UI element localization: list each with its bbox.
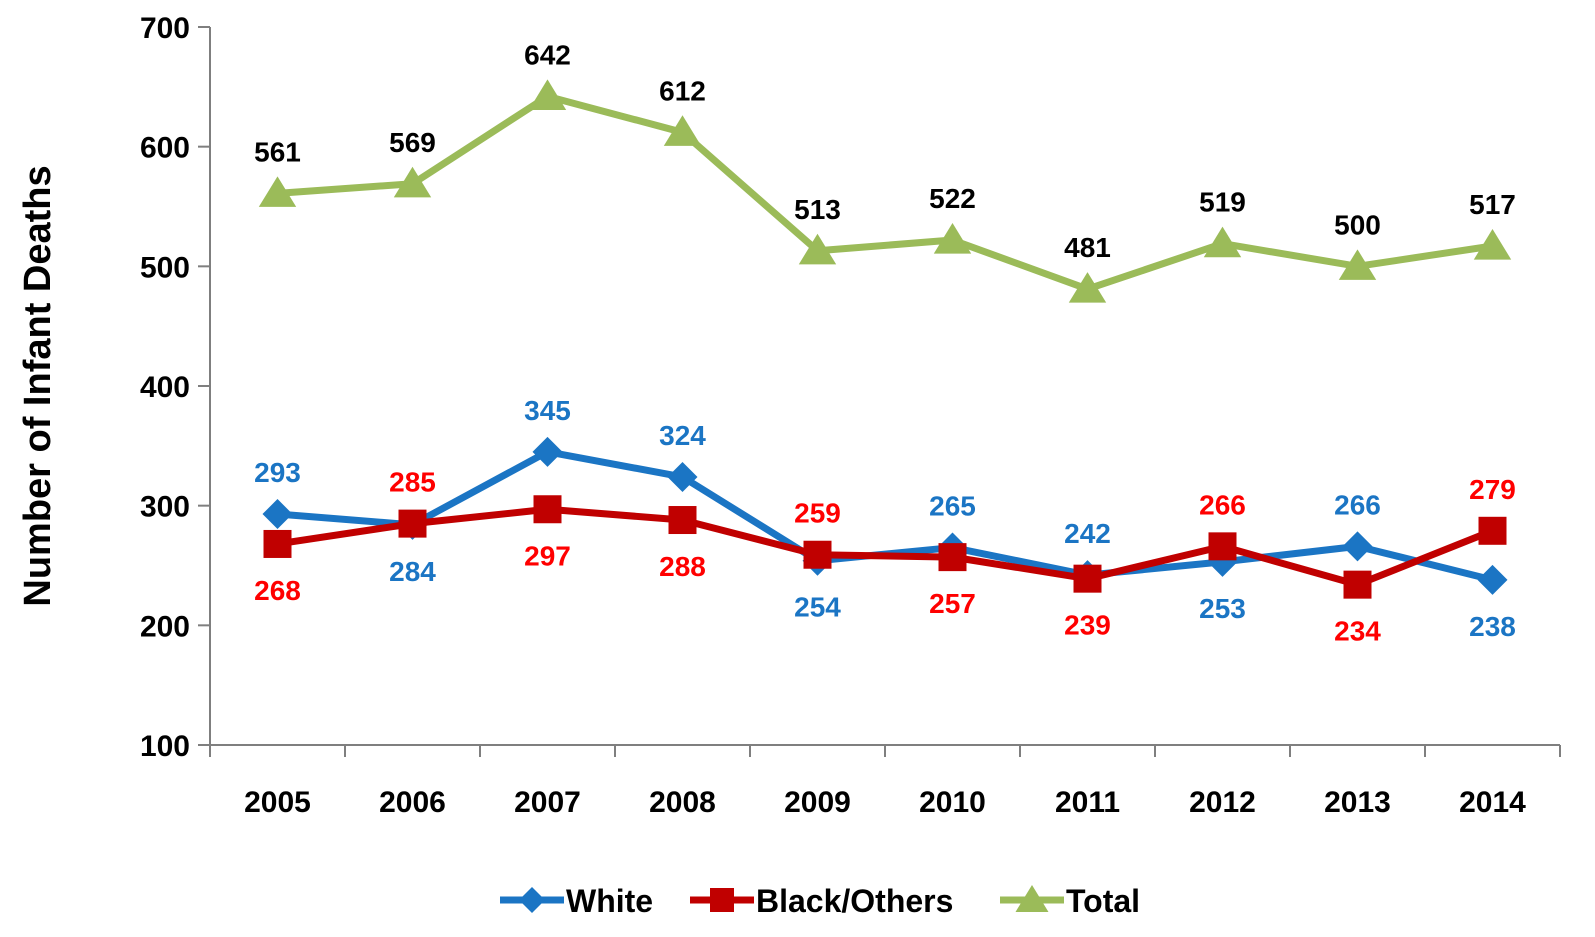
data-point-marker [1343,570,1372,599]
legend-marker [519,887,545,913]
legend-marker [1015,885,1049,912]
data-label: 279 [1469,474,1516,505]
x-tick-label: 2013 [1324,786,1391,819]
data-point-marker [398,509,427,538]
y-tick-label: 200 [140,610,190,643]
y-tick-label: 500 [140,251,190,284]
data-label: 284 [389,556,436,587]
data-point-marker [933,223,972,254]
data-point-marker [668,506,697,535]
data-point-marker [262,499,293,530]
y-tick-label: 400 [140,371,190,404]
data-label: 266 [1199,489,1246,520]
x-tick-label: 2006 [379,786,446,819]
data-label: 519 [1199,187,1246,218]
y-axis-title: Number of Infant Deaths [17,165,59,606]
data-label: 481 [1064,232,1111,263]
data-label: 612 [659,75,706,106]
x-tick-label: 2005 [244,786,311,819]
data-label: 297 [524,540,571,571]
data-point-marker [533,495,562,524]
data-label: 345 [524,395,571,426]
x-tick-label: 2010 [919,786,986,819]
data-point-marker [1478,516,1507,545]
y-tick-label: 300 [140,491,190,524]
data-label: 253 [1199,593,1246,624]
x-tick-label: 2008 [649,786,716,819]
data-point-marker [1338,249,1377,280]
data-labels-total: 561 569 642 612 513 522 481 519 500 517 [254,39,1516,263]
data-label: 285 [389,467,436,498]
data-point-marker [803,540,832,569]
data-label: 293 [254,457,301,488]
series-total [258,79,1512,303]
x-tick-label: 2007 [514,786,581,819]
legend: White Black/Others Total [500,883,1140,919]
data-point-marker [263,529,292,558]
axes: 100 200 300 400 500 600 700 2005 2006 2007 2008 200… [17,12,1561,819]
data-label: 522 [929,183,976,214]
data-label: 259 [794,498,841,529]
series-black-others [263,495,1507,599]
series-line [277,92,1494,293]
data-label: 324 [659,420,706,451]
legend-item-total: Total [1000,883,1140,919]
data-point-marker [532,436,563,467]
legend-label: Total [1066,883,1140,919]
data-point-marker [798,233,837,265]
x-tick-label: 2011 [1055,786,1120,819]
y-tick-label: 100 [140,730,190,763]
data-point-marker [393,166,432,198]
data-label: 517 [1469,189,1516,220]
data-label: 238 [1469,611,1516,642]
x-tick-label: 2012 [1189,786,1256,819]
series-line [276,505,1494,589]
y-tick-label: 600 [140,132,190,165]
data-point-marker [528,79,567,111]
legend-item-white: White [500,883,653,919]
data-point-marker [663,115,702,146]
data-label: 242 [1064,518,1111,549]
data-point-marker [938,543,967,572]
data-labels-white: 293 284 345 324 254 265 242 253 266 238 [254,395,1516,642]
y-tick-label: 700 [140,12,190,45]
data-label: 234 [1334,616,1381,647]
legend-item-black-others: Black/Others [690,883,953,919]
data-label: 257 [929,588,976,619]
data-point-marker [258,176,297,207]
data-point-marker [1068,272,1107,303]
data-point-marker [1203,226,1242,258]
data-point-marker [1477,564,1508,595]
data-label: 266 [1334,489,1381,520]
legend-marker [710,888,734,912]
data-point-marker [1208,532,1237,561]
data-label: 254 [794,592,841,623]
data-label: 268 [254,575,301,606]
legend-label: White [566,883,653,919]
x-tick-label: 2009 [784,786,851,819]
x-tick-label: 2014 [1459,786,1526,819]
data-label: 239 [1064,610,1111,641]
data-label: 642 [524,39,571,70]
data-point-marker [1342,531,1373,562]
data-point-marker [1073,564,1102,593]
data-labels-black-others: 268 285 297 288 259 257 239 266 234 279 [254,467,1516,647]
data-label: 288 [659,551,706,582]
data-point-marker [667,461,698,492]
data-label: 513 [794,194,841,225]
data-label: 569 [389,127,436,158]
data-point-marker [1473,228,1512,260]
legend-label: Black/Others [756,883,953,919]
data-label: 561 [254,136,301,167]
data-label: 265 [929,491,976,522]
data-label: 500 [1334,209,1381,240]
